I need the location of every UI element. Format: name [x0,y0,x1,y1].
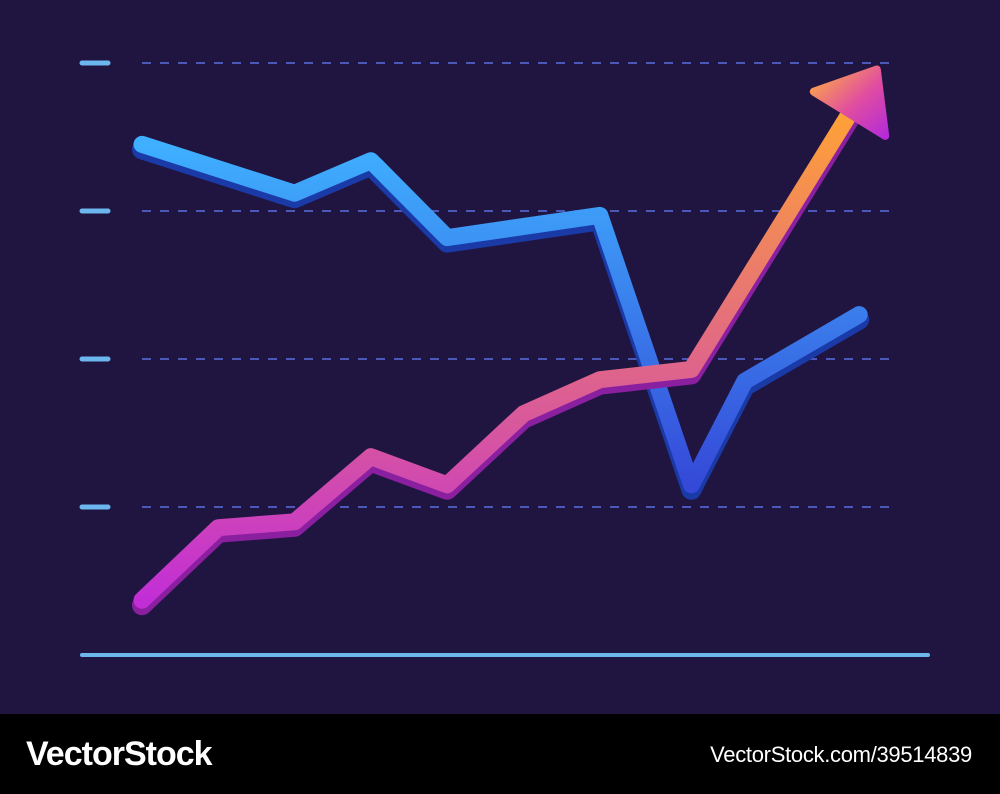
watermark-footer: VectorStock VectorStock.com/39514839 [0,714,1000,794]
series-line-1 [133,135,868,494]
series-layer [132,65,890,616]
line-chart [79,60,930,657]
arrow-head [809,65,890,140]
chart-area [0,0,1000,714]
series-line-2 [133,101,861,609]
vectorstock-logo: VectorStock [26,735,213,773]
image-id-text: VectorStock.com/39514839 [710,742,972,767]
